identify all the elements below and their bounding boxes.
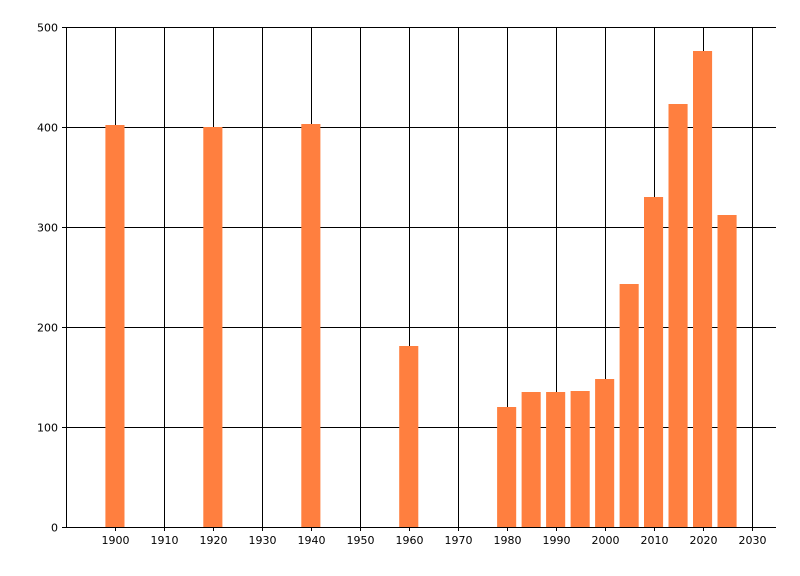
x-tick-label: 1950 — [347, 534, 375, 547]
x-tick-label: 1980 — [494, 534, 522, 547]
x-tick-label: 2030 — [739, 534, 767, 547]
bar-2010 — [644, 197, 664, 527]
bar-2015 — [668, 104, 688, 527]
labels-layer: 0 100 200 300 400 500 1900 1910 1920 1930 1940 1950… — [37, 22, 767, 548]
x-tick-label: 1960 — [396, 534, 424, 547]
bar-1900 — [105, 125, 125, 527]
y-tick-label: 500 — [37, 22, 58, 35]
y-tick-label: 400 — [37, 122, 58, 135]
y-tick-label: 200 — [37, 322, 58, 335]
x-tick-label: 2020 — [690, 534, 718, 547]
x-tick-label: 1930 — [249, 534, 277, 547]
y-tick-label: 0 — [51, 522, 58, 535]
x-tick-label: 1900 — [102, 534, 130, 547]
bar-1995 — [570, 391, 590, 527]
bar-2020 — [693, 51, 713, 527]
bar-2025 — [717, 215, 737, 527]
bars-layer — [105, 51, 737, 527]
x-tick-label: 1920 — [200, 534, 228, 547]
x-tick-label: 2010 — [641, 534, 669, 547]
axis-layer — [62, 27, 776, 531]
y-tick-label: 100 — [37, 422, 58, 435]
x-tick-label: 1970 — [445, 534, 473, 547]
y-tick-label: 300 — [37, 222, 58, 235]
x-tick-label: 1990 — [543, 534, 571, 547]
bar-1940 — [301, 124, 321, 527]
x-tick-label: 2000 — [592, 534, 620, 547]
bar-1920 — [203, 127, 223, 527]
bar-1985 — [521, 392, 541, 527]
bar-2005 — [619, 284, 639, 527]
bar-1960 — [399, 346, 419, 527]
bar-2000 — [595, 379, 615, 527]
bar-1980 — [497, 407, 517, 527]
bar-1990 — [546, 392, 566, 527]
x-tick-label: 1910 — [151, 534, 179, 547]
x-tick-label: 1940 — [298, 534, 326, 547]
